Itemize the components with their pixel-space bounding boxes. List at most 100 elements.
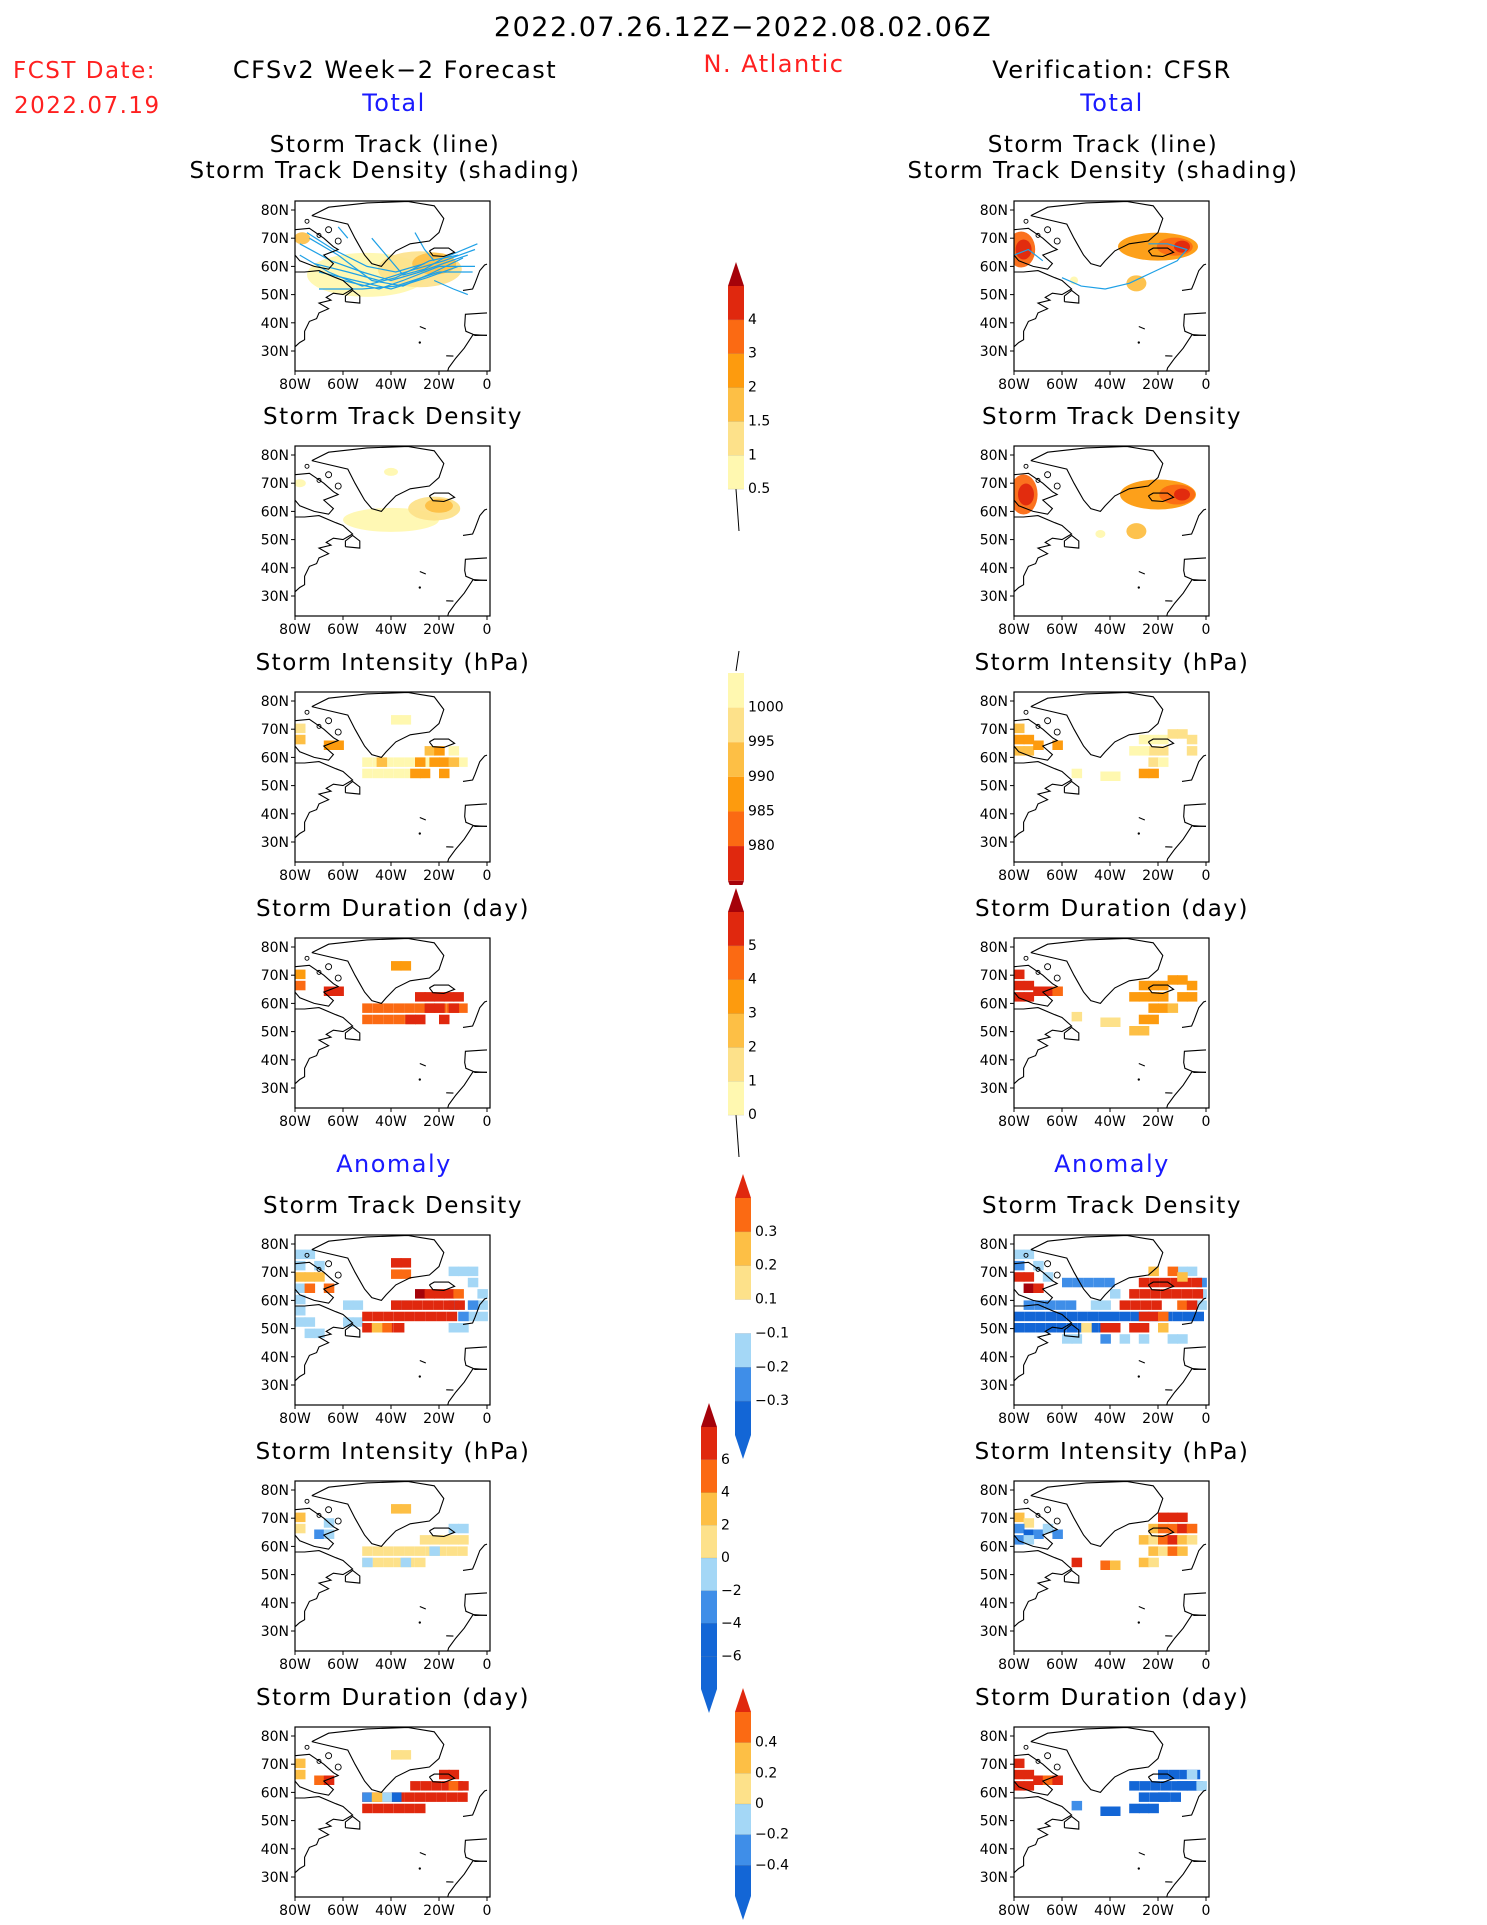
lat-label: 70N	[261, 476, 289, 492]
grid-cell	[304, 1272, 316, 1282]
grid-cell	[362, 1803, 373, 1814]
island	[1044, 226, 1052, 234]
coastline	[1138, 325, 1146, 330]
map-frame	[294, 1234, 491, 1406]
coastline	[295, 1261, 340, 1304]
right-anom-intensity-title: Storm Intensity (hPa)	[974, 1439, 1250, 1465]
grid-cell	[1177, 1266, 1188, 1277]
lat-label: 50N	[980, 1025, 1008, 1041]
grid-cell	[424, 992, 436, 1002]
grid-cell	[1100, 1806, 1111, 1816]
grid-cell	[383, 768, 394, 779]
density-blob	[1126, 275, 1147, 292]
colorbar-label: 4	[748, 312, 757, 328]
grid-cell	[1182, 1289, 1193, 1299]
grid-cell	[391, 1269, 402, 1279]
colorbar-box	[701, 1525, 717, 1558]
colorbar-box	[728, 912, 744, 946]
coastline	[1166, 1614, 1207, 1651]
lon-label: 60W	[1046, 1903, 1078, 1919]
grid-cell	[425, 1311, 437, 1322]
grid-cell	[1158, 757, 1169, 767]
grid-cell	[1110, 1806, 1121, 1816]
map-frame	[1013, 1480, 1210, 1652]
grid-cell	[1148, 1003, 1159, 1013]
lat-label: 80N	[261, 940, 289, 956]
coastline	[1138, 1605, 1146, 1610]
lat-label: 50N	[980, 1322, 1008, 1338]
storm-track-line	[1061, 243, 1188, 290]
grid-cell	[1014, 969, 1025, 980]
storm-track-line	[314, 248, 476, 282]
grid-cell	[1023, 1529, 1035, 1539]
colorbar-box	[728, 811, 744, 847]
right-column-title: Verification: CFSR	[992, 56, 1232, 84]
grid-cell	[1119, 1334, 1131, 1344]
grid-cell	[1130, 1311, 1141, 1322]
island	[334, 482, 342, 490]
region-title: N. Atlantic	[703, 50, 845, 78]
colorbar-box	[735, 1834, 751, 1866]
grid-cell	[1129, 1026, 1140, 1036]
coastline	[1183, 1592, 1207, 1617]
colorbar-box	[728, 742, 744, 777]
grid-cell	[314, 1272, 325, 1282]
colorbar-label: 3	[748, 346, 757, 362]
grid-cell	[1072, 1277, 1084, 1288]
lat-label: 50N	[980, 533, 1008, 549]
grid-cell	[1100, 1017, 1111, 1027]
storm-track-line	[414, 232, 435, 262]
island	[1137, 1867, 1140, 1870]
grid-cell	[343, 1300, 354, 1310]
colorbar-box	[735, 1299, 751, 1334]
grid-cell	[1183, 1311, 1194, 1322]
grid-cell	[400, 1557, 412, 1568]
lat-label: 60N	[980, 504, 1008, 520]
lat-label: 80N	[980, 448, 1008, 464]
grid-cell	[391, 961, 402, 971]
grid-cell	[1150, 1781, 1161, 1791]
coastline	[428, 738, 456, 749]
grid-cell	[457, 1792, 468, 1802]
colorbar-label: 5	[748, 938, 757, 954]
island	[418, 832, 421, 835]
coastline	[447, 579, 488, 616]
coastline	[1138, 1062, 1146, 1067]
left-anom-intensity-title: Storm Intensity (hPa)	[255, 1439, 531, 1465]
grid-cell	[383, 1803, 394, 1814]
map-forecast-duration: 80N 70N 60N 50N 40N 30N 80W 60W 40W 20W 0	[261, 937, 491, 1130]
island	[304, 1498, 310, 1504]
grid-cell	[1119, 1300, 1131, 1310]
grid-cell	[1158, 1003, 1169, 1013]
map-verif-duration: 80N 70N 60N 50N 40N 30N 80W 60W 40W 20W 0	[980, 937, 1210, 1130]
lat-label: 60N	[261, 1539, 289, 1555]
lat-label: 50N	[261, 1025, 289, 1041]
grid-cell	[404, 1546, 415, 1556]
grid-cell	[443, 1300, 455, 1310]
grid-cell	[333, 986, 344, 996]
lat-label: 60N	[980, 259, 1008, 275]
coastline	[419, 816, 427, 821]
grid-cell	[1170, 1792, 1181, 1802]
colorbar-label: 1	[748, 1073, 757, 1089]
grid-cell	[1023, 734, 1035, 745]
grid-cell	[372, 1557, 384, 1568]
island	[1023, 1744, 1029, 1750]
grid-cell	[467, 1277, 479, 1288]
lat-label: 50N	[261, 533, 289, 549]
lon-label: 40W	[1094, 1411, 1126, 1427]
coastline	[447, 334, 488, 371]
lat-label: 40N	[261, 1350, 289, 1366]
island	[1044, 1260, 1052, 1268]
grid-cell	[415, 1014, 426, 1025]
grid-cell	[1138, 1277, 1150, 1288]
grid-cell	[1023, 1283, 1035, 1293]
island	[325, 471, 333, 479]
grid-cell	[1109, 1311, 1120, 1322]
lon-label: 80W	[279, 1114, 311, 1130]
lat-label: 40N	[261, 807, 289, 823]
map-forecast-density: 80N 70N 60N 50N 40N 30N 80W 60W 40W 20W 0	[261, 445, 491, 638]
lon-label: 0	[1202, 868, 1211, 884]
coastline	[1181, 263, 1207, 291]
grid-cell	[441, 1781, 453, 1791]
